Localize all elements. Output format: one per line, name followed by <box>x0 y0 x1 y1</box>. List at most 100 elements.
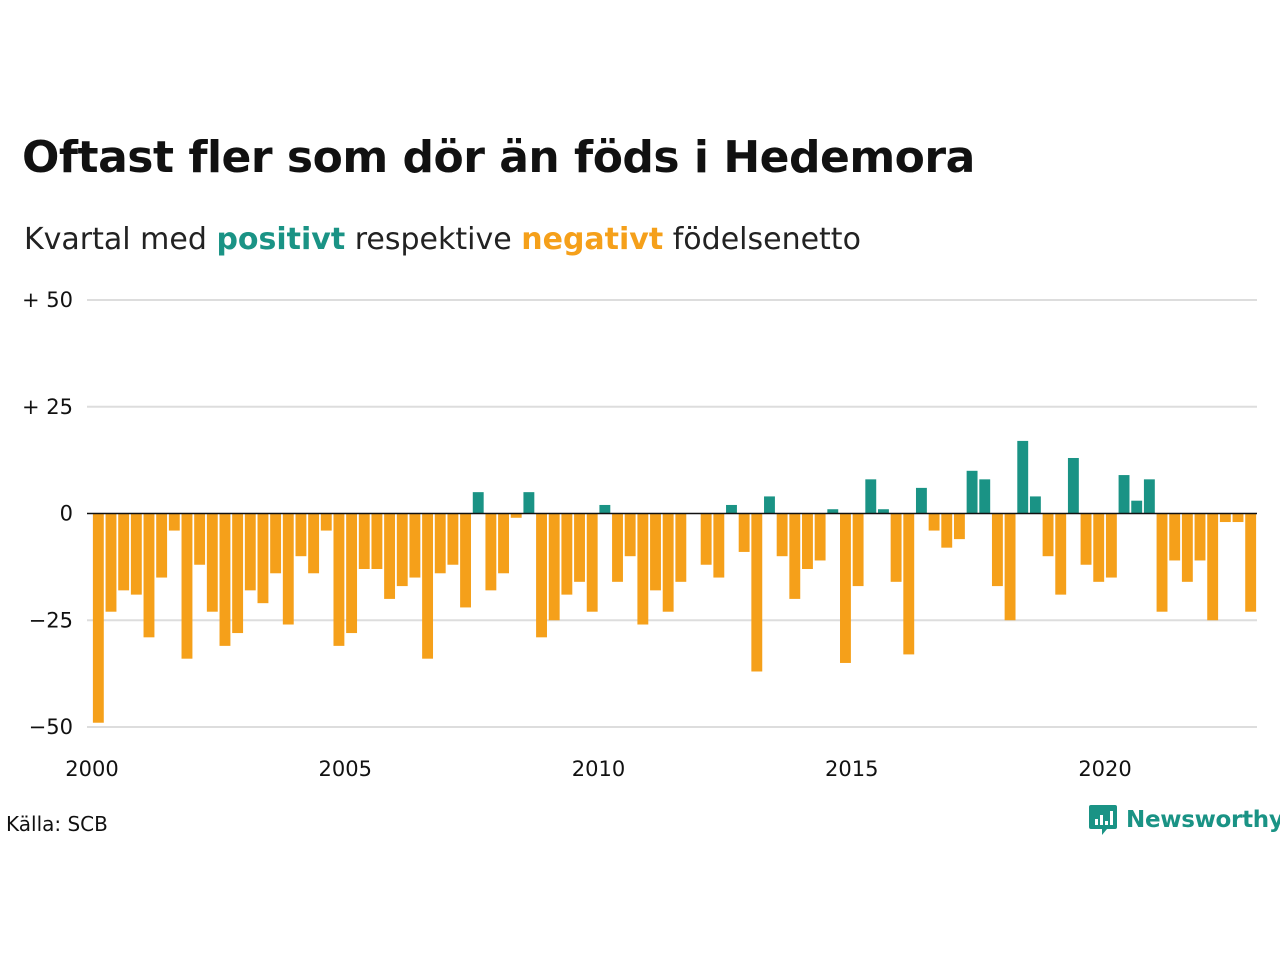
bar-negative <box>1156 513 1168 612</box>
bar-positive <box>523 492 535 514</box>
bar-negative <box>637 513 649 625</box>
bar-positive <box>1131 500 1143 514</box>
bar-negative <box>713 513 725 578</box>
bar-negative <box>1169 513 1181 561</box>
axes: + 50 + 25 0 −25 −50 2000 2005 2010 2015 2020 <box>22 288 1257 781</box>
bar-negative <box>485 513 497 591</box>
bar-negative <box>991 513 1003 587</box>
bar-negative <box>586 513 598 612</box>
bar-negative <box>624 513 636 557</box>
bar-positive <box>878 509 889 514</box>
bar-negative <box>396 513 408 587</box>
subtitle-positive: positivt <box>216 222 346 257</box>
bar-negative <box>1181 513 1193 582</box>
bar-negative <box>574 513 585 582</box>
bar-negative <box>143 513 155 638</box>
bar-negative <box>814 513 826 561</box>
bar-negative <box>308 513 320 574</box>
bar-negative <box>434 513 446 574</box>
x-tick-label: 2005 <box>319 757 372 781</box>
bar-negative <box>498 513 509 574</box>
bar-positive <box>726 504 737 514</box>
bar-negative <box>384 513 396 599</box>
bar-negative <box>194 513 206 565</box>
bar-positive <box>472 492 484 514</box>
bar-negative <box>1042 513 1054 557</box>
bar-negative <box>903 513 915 655</box>
gridlines <box>87 299 1257 728</box>
bar-negative <box>270 513 282 574</box>
bar-negative <box>510 513 522 518</box>
bar-negative <box>282 513 294 625</box>
bar-negative <box>1105 513 1117 578</box>
bar-negative <box>409 513 421 578</box>
bar-negative <box>92 513 104 723</box>
bar-negative <box>675 513 687 582</box>
bar-negative <box>840 513 851 663</box>
bar-negative <box>536 513 547 638</box>
bar-negative <box>181 513 193 659</box>
bar-positive <box>1067 457 1079 514</box>
x-tick-label: 2010 <box>572 757 625 781</box>
bar-negative <box>1194 513 1206 561</box>
bar-negative <box>738 513 750 552</box>
newsworthy-logo-icon <box>1089 805 1117 835</box>
bars <box>92 440 1257 723</box>
bar-negative <box>1080 513 1092 565</box>
bar-negative <box>852 513 864 587</box>
bar-positive <box>915 487 927 514</box>
bar-negative <box>130 513 142 595</box>
bar-negative <box>206 513 218 612</box>
bar-negative <box>295 513 307 557</box>
bar-positive <box>1029 496 1041 514</box>
bar-negative <box>320 513 332 531</box>
subtitle-middle: respektive <box>354 222 512 257</box>
bar-negative <box>447 513 459 565</box>
bar-negative <box>1207 513 1219 621</box>
bar-negative <box>460 513 471 608</box>
bar-negative <box>333 513 345 646</box>
bar-negative <box>168 513 180 531</box>
bar-negative <box>346 513 358 634</box>
bar-negative <box>422 513 434 659</box>
bar-negative <box>662 513 674 612</box>
chart-subtitle: Kvartal med positivt respektive negativt… <box>24 222 861 257</box>
bar-negative <box>751 513 763 672</box>
bar-positive <box>979 479 991 514</box>
brand: Newsworthy <box>1088 803 1280 837</box>
bar-negative <box>358 513 370 570</box>
bar-negative <box>105 513 117 612</box>
y-tick-label: −50 <box>29 715 73 739</box>
x-tick-label: 2015 <box>825 757 878 781</box>
bar-negative <box>802 513 813 570</box>
bar-negative <box>928 513 940 531</box>
bar-positive <box>764 496 775 514</box>
bar-negative <box>244 513 256 591</box>
bar-negative <box>232 513 244 634</box>
bar-negative <box>561 513 573 595</box>
bar-negative <box>118 513 130 591</box>
bar-negative <box>156 513 168 578</box>
subtitle-suffix: födelsenetto <box>672 222 861 257</box>
y-tick-label: + 25 <box>22 395 73 419</box>
subtitle-prefix: Kvartal med <box>24 222 207 257</box>
bar-negative <box>1232 513 1244 523</box>
y-tick-label: 0 <box>60 502 73 526</box>
bar-negative <box>548 513 560 621</box>
bar-negative <box>890 513 902 582</box>
bar-negative <box>1219 513 1231 523</box>
bar-positive <box>966 470 978 514</box>
bar-positive <box>1017 440 1029 514</box>
y-tick-label: −25 <box>29 608 73 632</box>
source-note: Källa: SCB <box>6 812 108 836</box>
bar-positive <box>827 509 839 514</box>
bar-negative <box>219 513 231 646</box>
bar-negative <box>1245 513 1257 612</box>
bar-positive <box>599 504 611 514</box>
subtitle-negative: negativt <box>521 222 664 257</box>
brand-name: Newsworthy <box>1126 807 1280 833</box>
bar-negative <box>941 513 953 548</box>
bar-negative <box>1055 513 1067 595</box>
bar-negative <box>612 513 623 582</box>
